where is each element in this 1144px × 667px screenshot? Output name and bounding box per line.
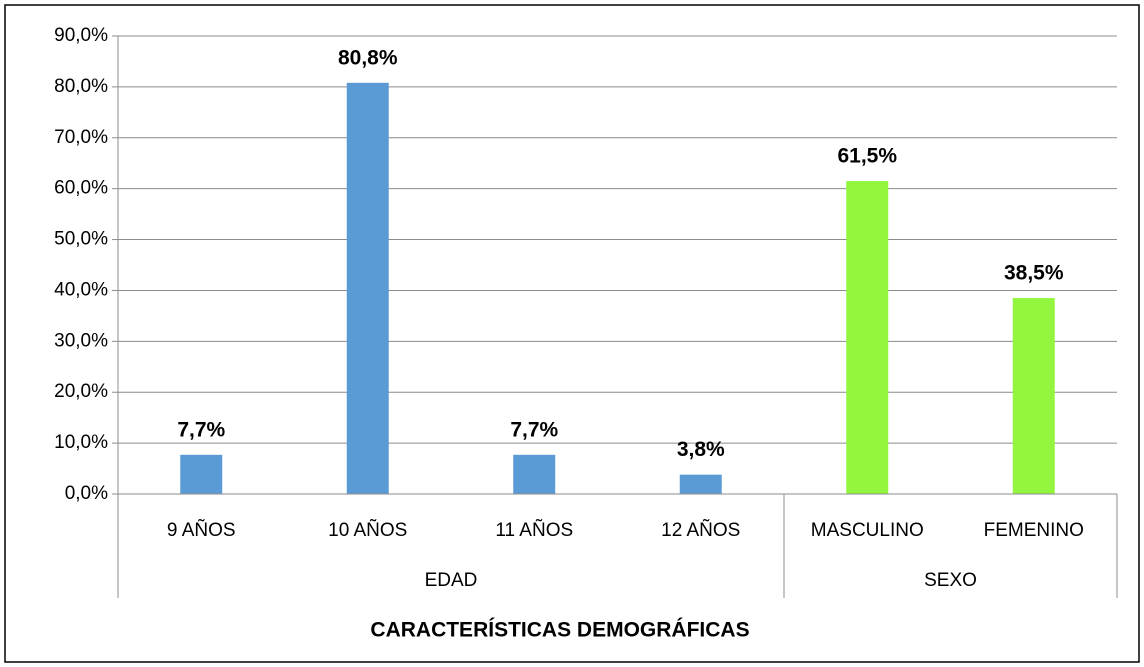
- group-label: EDAD: [425, 570, 478, 591]
- y-tick-label: 10,0%: [54, 432, 108, 453]
- data-label: 3,8%: [677, 438, 725, 461]
- data-label: 38,5%: [1004, 262, 1064, 285]
- y-tick-label: 0,0%: [65, 483, 108, 504]
- data-label: 7,7%: [177, 418, 225, 441]
- x-tick-label: 9 AÑOS: [167, 519, 236, 541]
- group-label: SEXO: [924, 570, 977, 591]
- y-tick-label: 30,0%: [54, 330, 108, 351]
- bar: [346, 82, 389, 494]
- x-axis-title: CARACTERÍSTICAS DEMOGRÁFICAS: [370, 619, 749, 642]
- data-label: 7,7%: [510, 418, 558, 441]
- x-tick-label: 11 AÑOS: [495, 519, 573, 541]
- x-tick-label: MASCULINO: [811, 520, 924, 541]
- x-tick-label: FEMENINO: [984, 520, 1084, 541]
- y-tick-label: 60,0%: [54, 178, 108, 199]
- y-tick-label: 50,0%: [54, 229, 108, 250]
- y-tick-label: 40,0%: [54, 279, 108, 300]
- y-tick-label: 90,0%: [54, 25, 108, 46]
- chart-border: [4, 4, 1140, 663]
- data-label: 80,8%: [338, 46, 398, 69]
- x-tick-label: 10 AÑOS: [328, 519, 407, 541]
- data-label: 61,5%: [837, 145, 897, 168]
- bar: [679, 474, 722, 494]
- bar: [846, 181, 889, 495]
- x-tick-label: 12 AÑOS: [661, 519, 740, 541]
- bar: [1012, 298, 1055, 494]
- bar: [513, 454, 556, 494]
- y-tick-label: 70,0%: [54, 127, 108, 148]
- y-tick-label: 80,0%: [54, 76, 108, 97]
- bar: [180, 454, 223, 494]
- y-tick-label: 20,0%: [54, 381, 108, 402]
